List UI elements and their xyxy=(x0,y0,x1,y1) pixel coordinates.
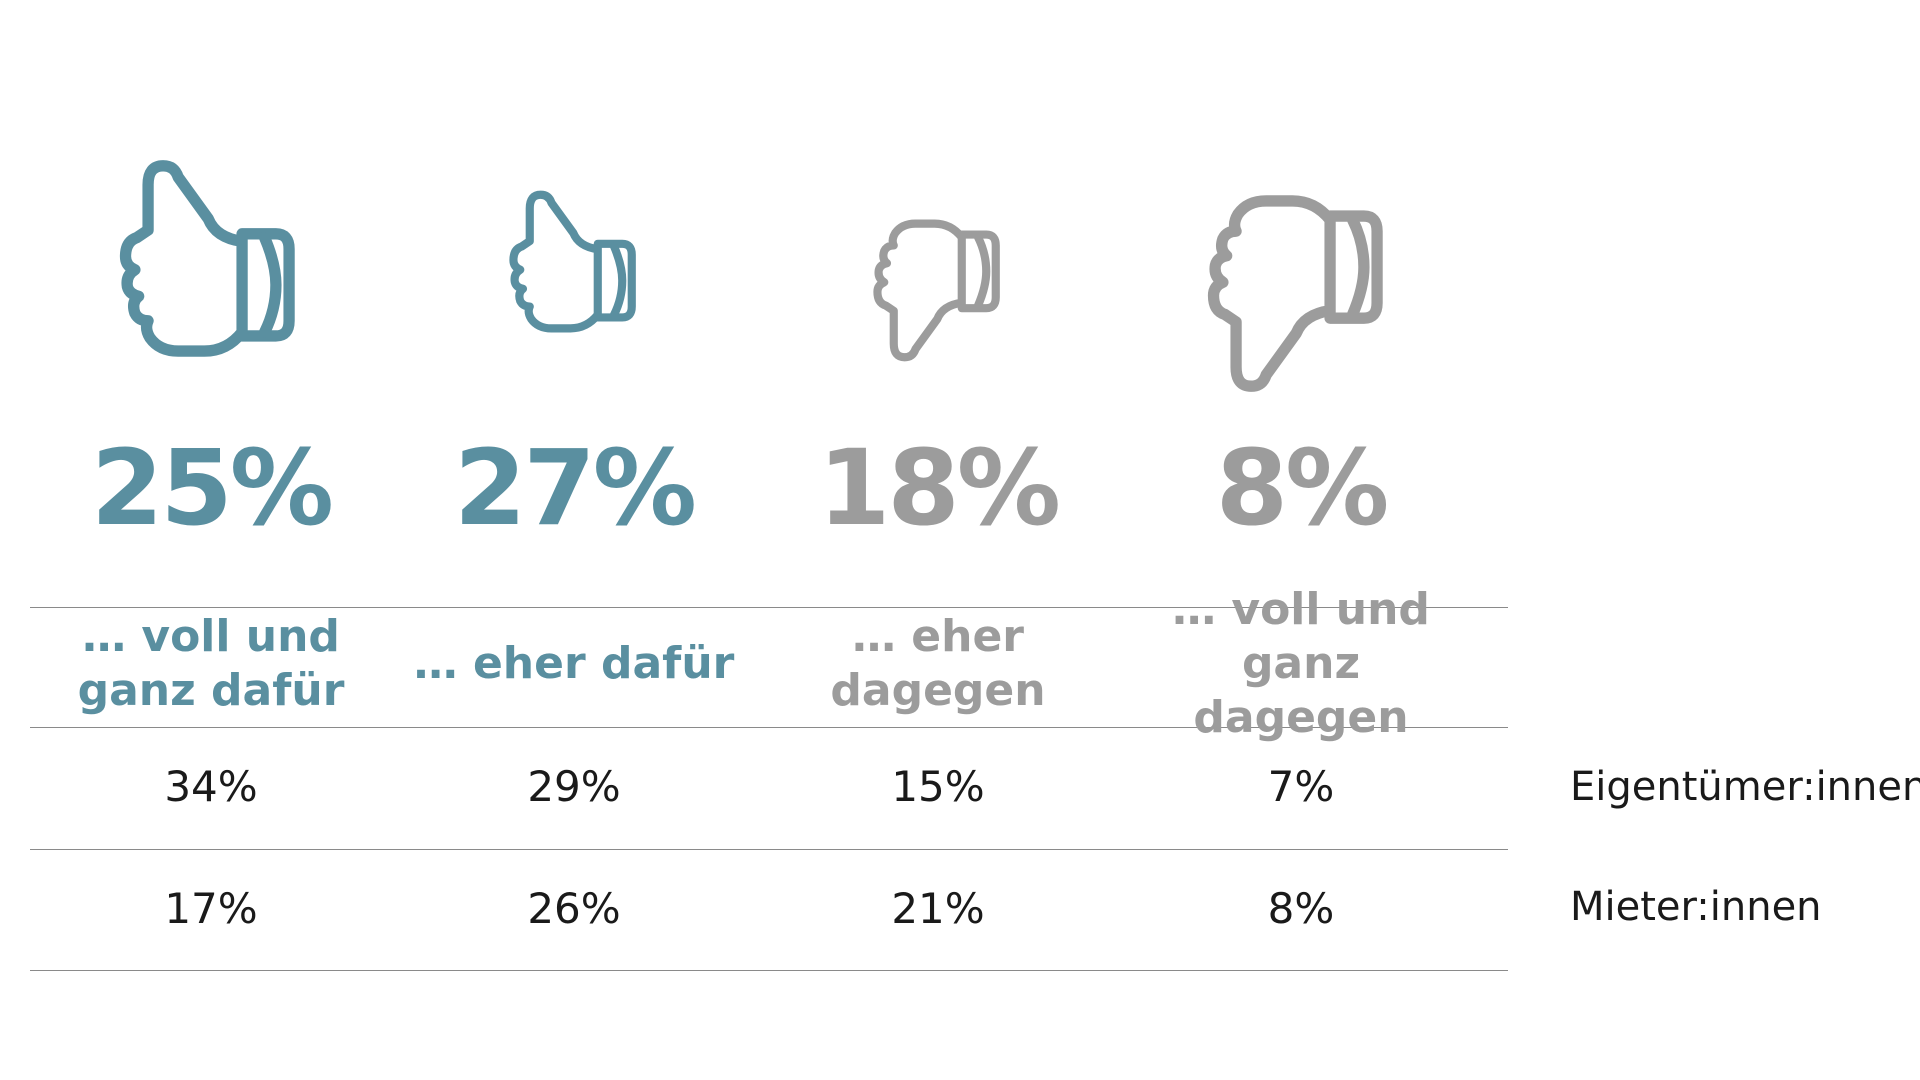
row-label-tenants: Mieter:innen xyxy=(1570,884,1822,930)
row-label-owners: Eigentümer:innen xyxy=(1570,764,1920,810)
table-cell: 21% xyxy=(891,884,985,933)
divider xyxy=(30,727,1508,728)
table-cell: 17% xyxy=(164,884,258,933)
category-label-line: … voll und xyxy=(1172,584,1430,635)
total-value: 25% xyxy=(91,427,334,549)
category-label-line: … eher dafür xyxy=(413,638,735,689)
table-cell: 15% xyxy=(891,762,985,811)
category-label: … eher dafür xyxy=(404,610,744,718)
category-label-line: dagegen xyxy=(830,665,1046,716)
category-label-line: … eher xyxy=(851,611,1025,662)
category-label: … voll und ganz dafür xyxy=(41,610,381,718)
divider xyxy=(30,970,1508,971)
table-cell: 34% xyxy=(164,762,258,811)
category-label: … voll und ganz dagegen xyxy=(1131,584,1471,743)
table-cell: 29% xyxy=(527,762,621,811)
table-cell: 8% xyxy=(1267,884,1335,933)
table-cell: 26% xyxy=(527,884,621,933)
total-value: 18% xyxy=(818,427,1061,549)
total-value: 27% xyxy=(454,427,697,549)
divider xyxy=(30,607,1508,608)
table-cell: 7% xyxy=(1267,762,1335,811)
category-label-line: ganz dafür xyxy=(77,665,345,716)
category-label: … eher dagegen xyxy=(768,610,1108,718)
thumbs-up-icon xyxy=(118,160,306,370)
thumbs-down-icon xyxy=(1206,182,1394,392)
category-label-line: … voll und xyxy=(82,611,340,662)
divider xyxy=(30,849,1508,850)
total-value: 8% xyxy=(1215,427,1390,549)
category-label-line: ganz dagegen xyxy=(1193,638,1409,743)
thumbs-down-icon xyxy=(872,210,1008,362)
thumbs-up-icon xyxy=(508,190,644,342)
